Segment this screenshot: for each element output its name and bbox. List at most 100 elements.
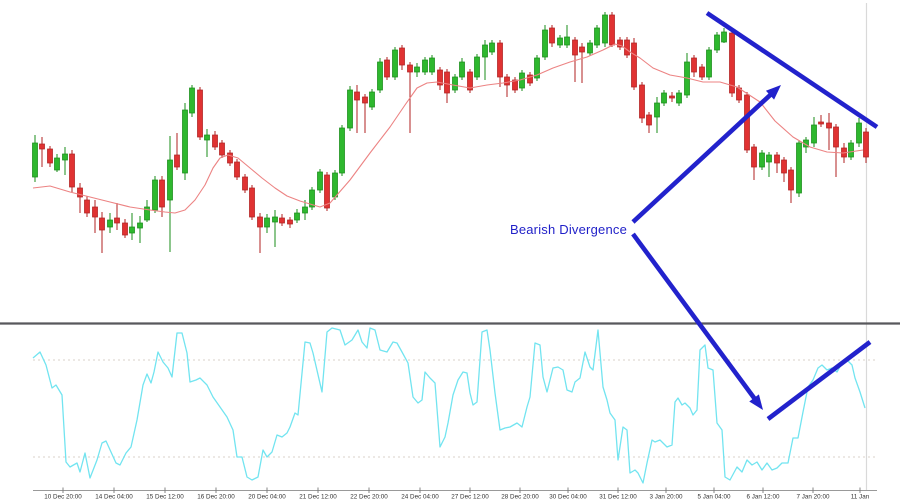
candle bbox=[167, 136, 173, 252]
candle bbox=[197, 87, 203, 140]
candle bbox=[257, 213, 263, 253]
oscillator-panel[interactable] bbox=[32, 327, 866, 484]
x-axis-label: 27 Dec 12:00 bbox=[451, 494, 489, 500]
moving-average-line bbox=[32, 43, 864, 214]
x-axis-label: 5 Jan 04:00 bbox=[698, 494, 731, 500]
candle bbox=[818, 115, 824, 127]
candle bbox=[646, 112, 652, 133]
candle bbox=[482, 40, 488, 80]
candlestick-panel[interactable] bbox=[32, 12, 869, 253]
candle bbox=[609, 12, 615, 47]
candle bbox=[272, 210, 278, 247]
candle bbox=[833, 124, 839, 177]
candle bbox=[429, 55, 435, 75]
x-axis-label: 24 Dec 04:00 bbox=[401, 494, 439, 500]
candle bbox=[796, 140, 802, 197]
candle bbox=[84, 196, 90, 217]
candle bbox=[587, 40, 593, 56]
candle bbox=[392, 47, 398, 80]
candle bbox=[302, 200, 308, 220]
candle bbox=[414, 63, 420, 77]
candle bbox=[654, 97, 660, 133]
candle bbox=[774, 152, 780, 173]
candle bbox=[107, 213, 113, 233]
candle bbox=[182, 103, 188, 180]
candle bbox=[399, 45, 405, 70]
candle bbox=[69, 150, 75, 192]
annotation-layer bbox=[631, 11, 879, 421]
bearish-divergence-label: Bearish Divergence bbox=[509, 222, 627, 237]
candle bbox=[624, 37, 630, 58]
candle bbox=[219, 140, 225, 158]
candle bbox=[47, 146, 53, 167]
candle bbox=[706, 47, 712, 80]
candle bbox=[452, 74, 458, 93]
x-axis: 10 Dec 20:00 14 Dec 04:00 15 Dec 12:00 16 D… bbox=[33, 487, 877, 500]
candle bbox=[339, 125, 345, 176]
candle bbox=[234, 159, 240, 180]
candle bbox=[788, 167, 794, 203]
candle bbox=[309, 187, 315, 210]
candle bbox=[759, 150, 765, 170]
candle bbox=[542, 25, 548, 60]
candle bbox=[594, 25, 600, 48]
candle bbox=[856, 118, 862, 147]
x-axis-label: 14 Dec 04:00 bbox=[95, 494, 133, 500]
candle bbox=[557, 35, 563, 48]
arrow-down-annotation-head bbox=[749, 394, 763, 410]
candle bbox=[32, 135, 38, 182]
x-axis-label: 10 Dec 20:00 bbox=[44, 494, 82, 500]
candle bbox=[92, 200, 98, 233]
candle bbox=[669, 92, 675, 102]
candle bbox=[242, 174, 248, 193]
candle bbox=[781, 157, 787, 182]
candle bbox=[114, 203, 120, 230]
x-axis-label: 16 Dec 20:00 bbox=[197, 494, 235, 500]
candle bbox=[444, 69, 450, 103]
candle bbox=[729, 30, 735, 97]
candle bbox=[744, 92, 750, 153]
candle bbox=[362, 94, 368, 133]
x-axis-label: 7 Jan 20:00 bbox=[797, 494, 830, 500]
x-axis-label: 21 Dec 12:00 bbox=[299, 494, 337, 500]
candle bbox=[159, 176, 165, 217]
candle bbox=[369, 89, 375, 110]
oscillator-gridlines bbox=[33, 359, 877, 458]
arrow-down-annotation bbox=[631, 232, 758, 402]
candle bbox=[512, 77, 518, 93]
candle bbox=[122, 219, 128, 238]
candle bbox=[77, 183, 83, 213]
candle bbox=[661, 90, 667, 106]
lower-trendline-annotation bbox=[766, 340, 872, 421]
candle bbox=[137, 216, 143, 243]
candle bbox=[317, 169, 323, 193]
candle bbox=[287, 217, 293, 228]
x-axis-label: 6 Jan 12:00 bbox=[747, 494, 780, 500]
candle bbox=[811, 117, 817, 147]
candle bbox=[534, 55, 540, 81]
candle bbox=[766, 152, 772, 177]
x-axis-label: 15 Dec 12:00 bbox=[146, 494, 184, 500]
x-axis-label: 11 Jan bbox=[851, 494, 870, 500]
candle bbox=[129, 213, 135, 240]
candle bbox=[504, 74, 510, 97]
candle bbox=[699, 64, 705, 80]
candle bbox=[527, 72, 533, 86]
x-axis-label: 3 Jan 20:00 bbox=[650, 494, 683, 500]
candle bbox=[549, 25, 555, 47]
candle bbox=[62, 147, 68, 175]
candle bbox=[617, 37, 623, 50]
x-axis-label: 31 Dec 12:00 bbox=[599, 494, 637, 500]
x-axis-label: 28 Dec 20:00 bbox=[501, 494, 539, 500]
candle bbox=[863, 128, 869, 163]
x-axis-label: 30 Dec 04:00 bbox=[549, 494, 587, 500]
candle bbox=[99, 212, 105, 253]
candle bbox=[497, 40, 503, 87]
candle bbox=[459, 58, 465, 80]
candle bbox=[579, 43, 585, 83]
candle bbox=[354, 85, 360, 133]
candle bbox=[54, 154, 60, 172]
candle bbox=[279, 214, 285, 226]
